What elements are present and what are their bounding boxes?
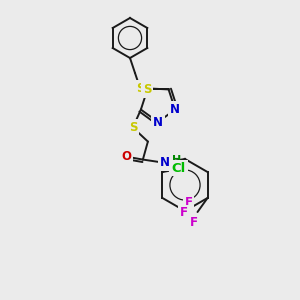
Text: F: F — [190, 215, 197, 229]
Text: H: H — [172, 154, 181, 165]
Text: S: S — [129, 121, 137, 134]
Text: Cl: Cl — [171, 161, 186, 175]
Text: N: N — [153, 116, 163, 128]
Text: N: N — [160, 156, 170, 169]
Text: O: O — [121, 150, 131, 163]
Text: S: S — [136, 82, 144, 94]
Text: N: N — [170, 103, 180, 116]
Text: F: F — [184, 196, 193, 209]
Text: F: F — [179, 206, 188, 220]
Text: S: S — [143, 83, 152, 96]
